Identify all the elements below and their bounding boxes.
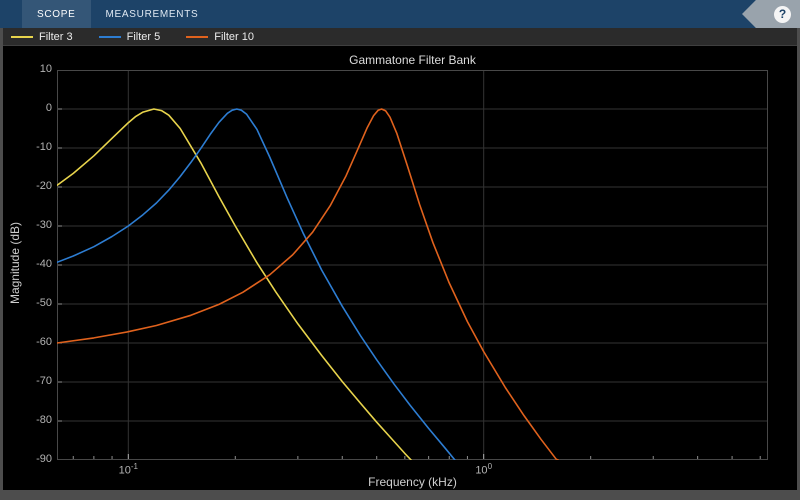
y-tick-label: 10 [39,63,52,75]
y-tick-label: -50 [36,297,52,309]
window-frame: Filter 3 Filter 5 Filter 10 Gammatone Fi… [0,28,800,500]
y-tick-label: 0 [45,102,52,114]
legend-item-filter-5[interactable]: Filter 5 [98,30,161,43]
y-tick-label: -40 [36,258,52,270]
toolbar: SCOPE MEASUREMENTS ? [0,0,800,28]
x-axis-tick-labels: 10-1 100 [57,462,768,478]
legend-item-filter-10[interactable]: Filter 10 [186,31,254,43]
legend-label: Filter 3 [39,30,73,43]
y-tick-label: -60 [36,336,52,348]
plot-canvas [56,69,768,461]
toolstrip-corner: ? [742,0,800,28]
y-axis-label: Magnitude (dB) [8,221,22,305]
legend-label: Filter 10 [214,30,254,43]
legend-line-swatch [186,35,209,38]
y-tick-label: -20 [36,180,52,192]
plot-area [56,69,768,461]
y-tick-label: -70 [36,375,52,387]
legend-label: Filter 5 [126,30,161,43]
y-tick-label: -30 [36,219,52,231]
help-button[interactable]: ? [774,5,791,23]
chart-title: Gammatone Filter Bank [349,53,476,67]
y-axis-tick-labels: 10 0 -10 -20 -30 -40 -50 -60 -70 -80 -90 [3,63,52,465]
legend-line-swatch [11,35,33,38]
x-tick-label: 10-1 [118,462,138,477]
x-tick-label: 100 [475,462,493,477]
y-tick-label: -90 [36,453,52,465]
y-tick-label: -80 [36,414,52,426]
legend-item-filter-3[interactable]: Filter 3 [11,31,73,43]
y-tick-label: -10 [36,141,52,153]
x-axis-label: Frequency (kHz) [368,475,457,489]
tab-measurements[interactable]: MEASUREMENTS [105,8,199,20]
figure-area: Filter 3 Filter 5 Filter 10 Gammatone Fi… [3,28,797,490]
legend: Filter 3 Filter 5 Filter 10 [3,28,797,46]
legend-line-swatch [98,35,121,38]
tab-scope[interactable]: SCOPE [22,0,91,28]
toolbar-tabs: SCOPE MEASUREMENTS [22,0,213,28]
